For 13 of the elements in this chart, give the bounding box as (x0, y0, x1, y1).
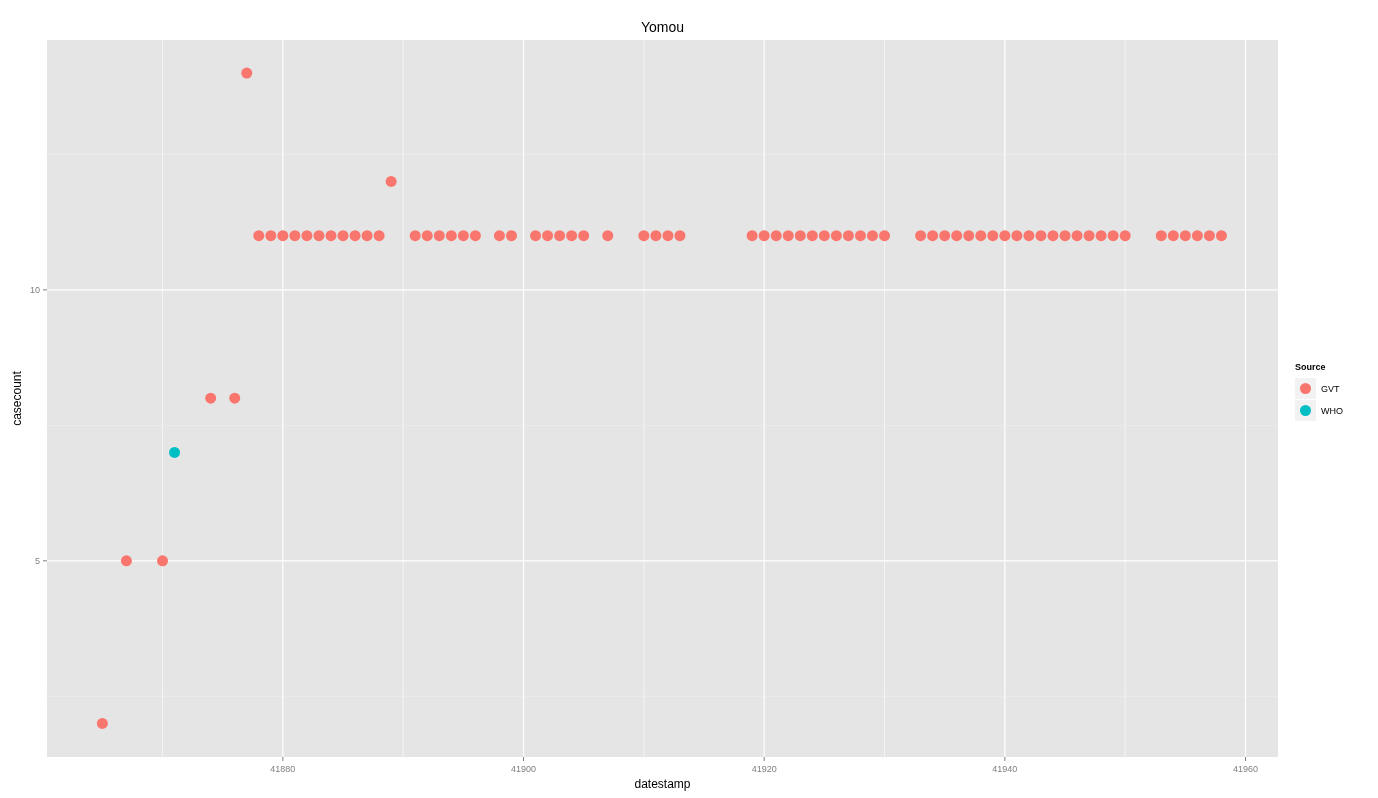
x-tick-label: 41900 (511, 764, 537, 774)
legend-label: WHO (1321, 406, 1343, 416)
x-tick-label: 41880 (270, 764, 296, 774)
legend-title: Source (1295, 362, 1326, 372)
x-tick-label: 41940 (992, 764, 1018, 774)
legend-label: GVT (1321, 384, 1340, 394)
chart-title: Yomou (640, 19, 685, 35)
y-tick-label: 5 (34, 555, 40, 566)
y-tick-label: 10 (29, 284, 40, 295)
x-tick-label: 41960 (1232, 764, 1259, 774)
y-axis-title: casecount (10, 370, 24, 426)
x-tick-label: 41920 (751, 764, 777, 774)
x-axis-title: datestamp (634, 777, 691, 791)
